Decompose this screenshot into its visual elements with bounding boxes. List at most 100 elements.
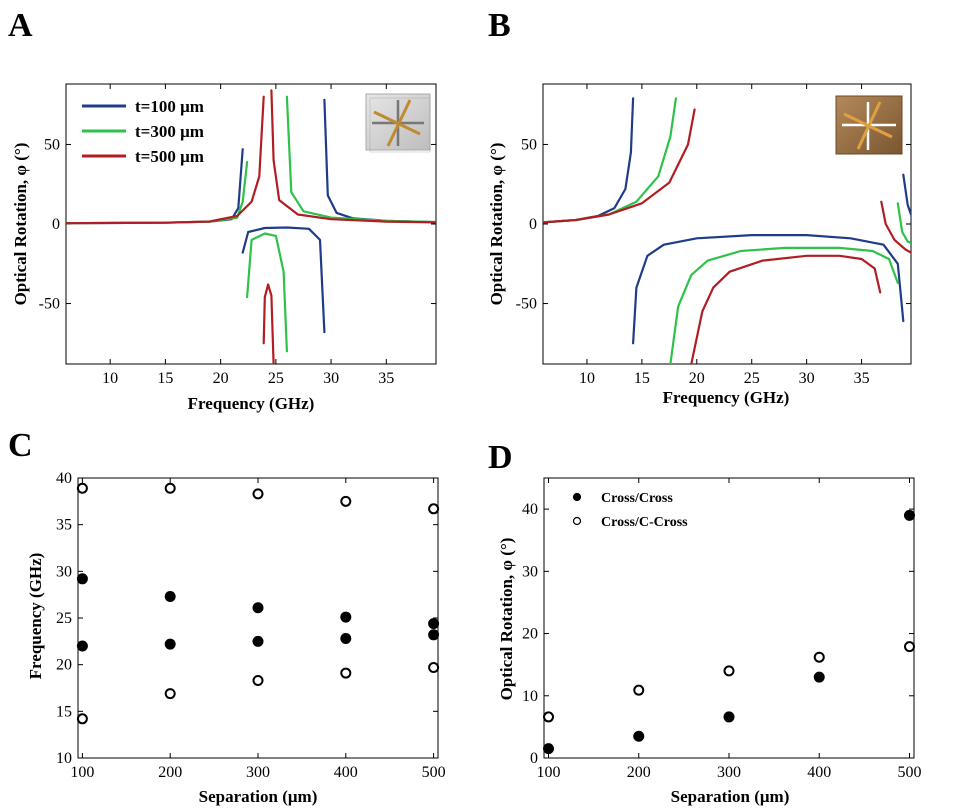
panel-c-point-open — [428, 661, 440, 673]
panel-d-point-filled — [813, 671, 825, 683]
panel-d-legend-label-2: Cross/C-Cross — [601, 515, 688, 530]
panel-c-point-open — [252, 675, 264, 687]
panel-c-point-open — [164, 482, 176, 494]
panel-d-xlabel: Separation (μm) — [671, 787, 790, 806]
panel-a-ytick-label: -50 — [39, 296, 60, 313]
panel-b-ytick-label: 50 — [521, 136, 537, 153]
panel-b-xlabel: Frequency (GHz) — [663, 388, 790, 407]
panel-a-series-1-segment-2 — [241, 226, 326, 334]
panel-a-legend-label-1: t=100 μm — [135, 97, 204, 116]
panel-c-point-open — [428, 503, 440, 515]
panel-b-series-2-segment-1 — [543, 97, 678, 224]
panel-a-series-3-segment-1 — [66, 95, 265, 225]
panel-b-xtick-label: 15 — [634, 370, 650, 387]
panel-b-series-1-segment-2 — [631, 234, 905, 345]
panel-c-point-filled — [252, 602, 264, 614]
panel-c-ytick-label: 15 — [56, 703, 72, 720]
panel-d-ytick-label: 20 — [522, 626, 538, 643]
panel-a-xtick-label: 30 — [323, 370, 339, 387]
panel-d-legend-label-1: Cross/Cross — [601, 491, 673, 506]
panel-letter-d: D — [488, 439, 513, 476]
panel-d-point-filled — [903, 509, 915, 521]
panel-d-ytick-label: 10 — [522, 688, 538, 705]
panel-c-plot: 100 200 300 400 500 10 15 20 25 30 35 40 — [56, 470, 446, 781]
panel-b-series-2-segment-2 — [669, 246, 899, 364]
panel-a-xtick-label: 25 — [268, 370, 284, 387]
panel-a-xtick-label: 20 — [213, 370, 229, 387]
panel-c-ytick-label: 40 — [56, 470, 72, 487]
panel-d-plot: 100 200 300 400 500 0 10 20 30 40 Cross/Cross Cross… — [522, 477, 921, 781]
panel-a-series-3-segment-2 — [262, 283, 275, 364]
panel-c-xtick-label: 300 — [246, 764, 270, 781]
panel-c-point-filled — [164, 591, 176, 603]
panel-a-series-3-segment-3 — [270, 89, 436, 224]
panel-c-point-open — [76, 713, 88, 725]
panel-c-point-filled — [428, 629, 440, 641]
panel-d-ytick-label: 40 — [522, 501, 538, 518]
panel-c-xtick-label: 200 — [158, 764, 182, 781]
panel-c-point-filled — [340, 611, 352, 623]
panel-a-legend-label-3: t=500 μm — [135, 147, 204, 166]
panel-c-point-filled — [164, 638, 176, 650]
panel-c-xtick-label: 500 — [422, 764, 446, 781]
panel-a-series-2-segment-1 — [66, 160, 249, 225]
panel-a-xtick-label: 15 — [157, 370, 173, 387]
panel-b-series-3-segment-2 — [690, 254, 882, 364]
panel-a-xtick-label: 35 — [378, 370, 394, 387]
panel-c-ylabel: Frequency (GHz) — [26, 553, 45, 680]
panel-b-xtick-label: 10 — [579, 370, 595, 387]
panel-d-xtick-label: 500 — [897, 764, 921, 781]
panel-letter-c: C — [8, 427, 33, 464]
panel-a-ytick-label: 0 — [52, 216, 60, 233]
panel-b-xtick-label: 30 — [799, 370, 815, 387]
panel-c-point-open — [164, 688, 176, 700]
panel-c-ytick-label: 10 — [56, 750, 72, 767]
panel-d-legend-marker-1 — [572, 492, 582, 502]
panel-b-ytick-label: -50 — [516, 296, 537, 313]
panel-c-point-open — [340, 495, 352, 507]
panel-d-point-filled — [723, 711, 735, 723]
panel-b-series-3-segment-1 — [543, 108, 696, 224]
panel-letter-a: A — [8, 7, 33, 44]
panel-d-ytick-label: 30 — [522, 563, 538, 580]
panel-a-legend-label-2: t=300 μm — [135, 122, 204, 141]
panel-b-xtick-label: 20 — [689, 370, 705, 387]
panel-d-xtick-label: 300 — [717, 764, 741, 781]
panel-letter-b: B — [488, 7, 511, 44]
panel-a-ytick-label: 50 — [44, 136, 60, 153]
panel-c-point-open — [76, 482, 88, 494]
panel-b-series-1-segment-3 — [902, 173, 911, 216]
panel-d-point-open — [813, 651, 825, 663]
panel-d-legend-marker-2 — [572, 516, 582, 526]
panel-c-point-filled — [340, 633, 352, 645]
panel-b-ytick-label: 0 — [529, 216, 537, 233]
cross-structure-bronze-icon — [835, 95, 903, 155]
panel-d-point-open — [633, 684, 645, 696]
panel-c-xlabel: Separation (μm) — [199, 787, 318, 806]
panel-c-ytick-label: 30 — [56, 563, 72, 580]
panel-d-xtick-label: 200 — [627, 764, 651, 781]
panel-c-axes-box — [77, 477, 439, 759]
panel-d-point-open — [723, 665, 735, 677]
panel-b-ylabel: Optical Rotation, φ (°) — [487, 143, 506, 306]
panel-b-series-2-segment-3 — [896, 202, 911, 245]
panel-d-ytick-label: 0 — [530, 750, 538, 767]
panel-b-xtick-label: 25 — [744, 370, 760, 387]
panel-a-series-2-segment-2 — [246, 232, 288, 353]
panel-b-xtick-label: 35 — [854, 370, 870, 387]
panel-a-xtick-label: 10 — [102, 370, 118, 387]
panel-c-point-filled — [428, 618, 440, 630]
panel-d-ylabel: Optical Rotation, φ (°) — [497, 538, 516, 701]
panel-d-point-open — [903, 641, 915, 653]
panel-c-point-filled — [76, 640, 88, 652]
panel-d-point-filled — [543, 743, 555, 755]
panel-b-plot: 10 15 20 25 30 35 -50 0 50 — [516, 83, 912, 387]
panel-c-point-filled — [76, 573, 88, 585]
panel-c-ytick-label: 25 — [56, 610, 72, 627]
panel-c-xtick-label: 100 — [70, 764, 94, 781]
panel-b-series-3-segment-3 — [880, 200, 911, 254]
panel-c-point-open — [252, 488, 264, 500]
cross-structure-gray-icon — [365, 93, 431, 153]
panel-a-plot: 10 15 20 25 30 35 -50 0 50 t=100 μm t=300 μm t=500 … — [39, 83, 437, 387]
